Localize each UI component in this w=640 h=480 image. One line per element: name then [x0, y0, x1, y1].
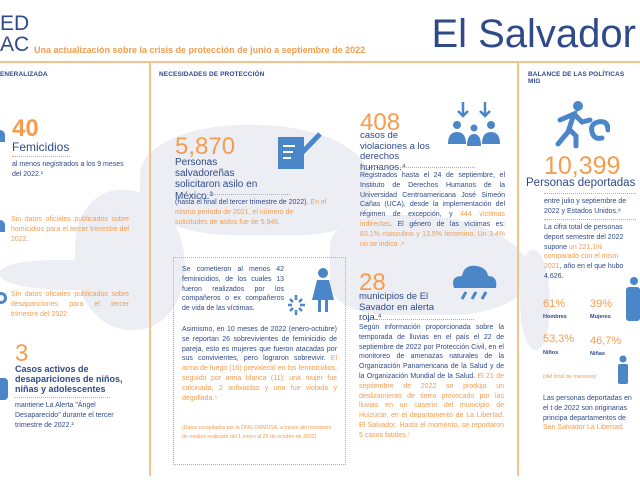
cifra-text: La cifra total de personas deport semest… [544, 224, 624, 251]
section-heading: ENERALIZADA [0, 71, 48, 78]
feminicide-summary: Se cometieron al menos 42 feminicidios, … [182, 266, 284, 313]
divider [175, 194, 290, 195]
disappearance-icon [0, 292, 7, 304]
feminicide-box [173, 257, 346, 465]
stat-mujeres-value: 39% [590, 298, 613, 310]
ninos-value: 3 [15, 340, 29, 367]
divider [544, 193, 636, 194]
subtitle: Una actualización sobre la crisis de pro… [34, 45, 366, 55]
deport-text: entre julio y septiembre de 2022 y Estad… [544, 198, 627, 215]
deport-value: 10,399 [544, 152, 621, 180]
column-divider [517, 61, 519, 476]
section-heading: BALANCE DE LAS POLÍTICAS MIG [528, 71, 625, 85]
document-pen-icon [278, 132, 322, 169]
stat-ninos-value: 53,3% [543, 333, 575, 345]
cifra-text: , año en el que hubo 4,626. [544, 263, 624, 280]
ninos-label: Casos activos de desapariciones de niños… [15, 364, 123, 395]
child-icon [0, 378, 8, 400]
ninos-text: mantiene La Alerta "Ángel Desaparecido" … [15, 402, 114, 429]
alerta-text: Según información proporcionada sobre la… [359, 324, 504, 380]
map-shape [0, 260, 140, 290]
ddhh-highlight: 83.1% masculino y 13.5% femenino. Un 3.4… [360, 230, 505, 248]
femicidios-label: Femicidios [12, 140, 70, 154]
stat-mujeres-label: Mujeres [590, 314, 611, 320]
map-shape [140, 125, 370, 235]
adults-icon [626, 277, 640, 321]
stats-note: (del total de menores) [543, 374, 597, 380]
desapariciones-text: Sin datos oficiales publicados sobre des… [11, 291, 129, 318]
stat-ninos-label: Niños [543, 350, 559, 356]
cifra-highlight: un 221,1% comparado con el mism 2021 [544, 243, 619, 271]
people-arrows-icon [448, 102, 500, 146]
stat-ninas-label: Niñas [590, 351, 605, 357]
feminicide-detail: Asimismo, en 10 meses de 2022 (enero-oct… [182, 326, 337, 363]
divider [12, 156, 70, 157]
divider [15, 397, 110, 398]
asilo-text: (hasta el final del tercer trimestre de … [175, 199, 309, 206]
woman-icon [288, 268, 334, 315]
alerta-label: municipios de El Savador en alerta roja.… [359, 291, 434, 324]
deportation-icon [555, 101, 610, 149]
divider [360, 167, 475, 168]
child-icon [618, 355, 628, 384]
stat-hombres-label: Hombres [543, 314, 567, 320]
femicidios-text: al menos negistrados a los 9 meses del 2… [12, 161, 124, 178]
femicidios-value: 40 [12, 115, 39, 142]
ddhh-text: . El género de las víctimas es: [389, 220, 505, 228]
stat-hombres-value: 61% [543, 298, 566, 310]
header-divider [0, 61, 640, 63]
ddhh-value: 408 [360, 109, 401, 136]
asilo-label: Personas salvadoreñas solicitaron asilo … [175, 157, 258, 202]
homicidios-text: Sin datos oficiales publicados sobre hom… [11, 216, 129, 243]
source-note: (Datos recopilados por la ONG ORMUSA, a … [182, 425, 332, 440]
divider [544, 219, 636, 220]
alerta-value: 28 [359, 269, 386, 296]
ddhh-highlight: 444 víctimas indirectas [360, 211, 505, 228]
stat-ninas-value: 46,7% [590, 335, 622, 347]
origen-highlight: San Salvador La Libertad. [543, 424, 624, 432]
divider [359, 319, 474, 320]
asilo-text-highlight: En el mismo período de 2021, el número d… [175, 199, 327, 226]
asilo-value: 5,870 [175, 133, 236, 160]
section-heading: NECESIDADES DE PROTECCIÓN [159, 71, 265, 78]
column-divider [149, 61, 151, 476]
country-title: El Salvador [431, 12, 636, 56]
deport-label: Personas deportadas [526, 177, 636, 189]
logo: ED AC [0, 12, 30, 56]
alerta-highlight: El 21 de septiembre de 2022 se produjo u… [359, 372, 504, 439]
homicide-icon [0, 220, 5, 232]
femicide-icon [0, 130, 5, 142]
feminicide-detail-highlight: El arma de fuego (16) prevaleció en los … [182, 355, 337, 402]
rain-cloud-icon [453, 265, 497, 300]
origen-text: Las personas deportadas en el t de 2022 … [543, 395, 632, 422]
ddhh-text: Registrados hasta el 24 de septiembre, e… [360, 172, 505, 219]
map-shape [520, 250, 550, 350]
